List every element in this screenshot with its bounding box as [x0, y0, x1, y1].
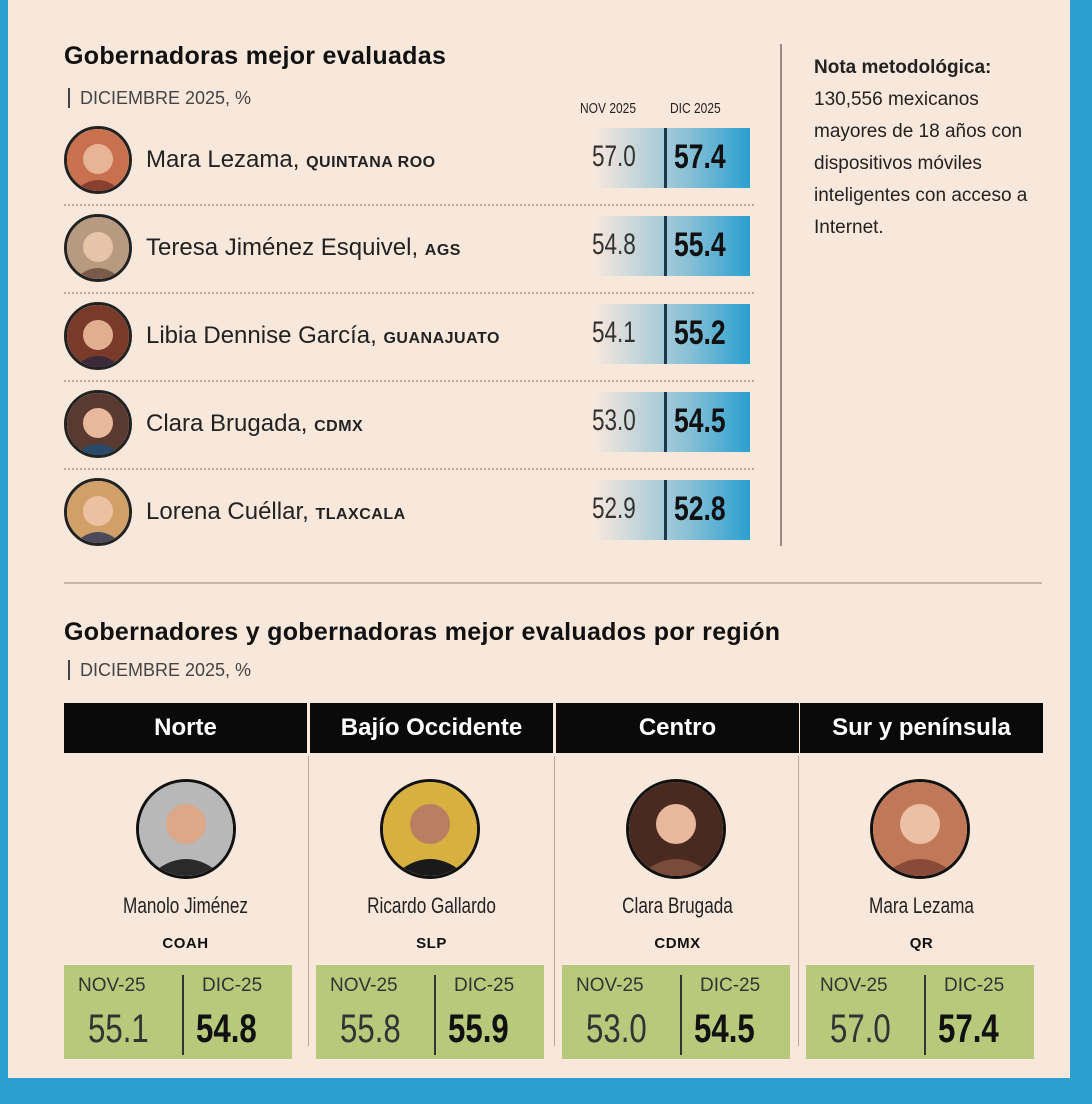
region-header: Sur y península: [800, 703, 1043, 753]
col-head-nov: NOV-25: [78, 975, 146, 996]
region-header: Centro: [556, 703, 799, 753]
infographic: Gobernadoras mejor evaluadas DICIEMBRE 2…: [0, 0, 1080, 1090]
person-name: Ricardo Gallardo: [367, 893, 496, 918]
table-row: Libia Dennise García, GUANAJUATO 54.1 55…: [64, 298, 754, 374]
divider: [780, 44, 782, 546]
nov-value: 53.0: [586, 1007, 647, 1051]
section-subtitle-2: DICIEMBRE 2025, %: [68, 660, 251, 680]
dic-value: 52.8: [674, 490, 726, 528]
table-row: Clara Brugada, CDMX 53.0 54.5: [64, 386, 754, 462]
region-header: Bajío Occidente: [310, 703, 553, 753]
col-head-nov: NOV 2025: [580, 100, 637, 117]
dic-highlight: [594, 480, 750, 540]
dic-value: 57.4: [674, 138, 726, 176]
table-row: Mara Lezama, QUINTANA ROO 57.0 57.4: [64, 122, 754, 198]
state-label: CDMX: [654, 935, 701, 952]
person-name: Libia Dennise García, GUANAJUATO: [146, 322, 500, 349]
col-head-nov: NOV-25: [820, 975, 888, 996]
dic-highlight: [594, 304, 750, 364]
col-head-dic: DIC-25: [202, 975, 263, 996]
person-name: Lorena Cuéllar, TLAXCALA: [146, 498, 406, 525]
region-centro: Centro Clara Brugada CDMX NOV-25 DIC-25 …: [556, 703, 799, 1059]
avatar: [64, 126, 132, 194]
nov-value: 53.0: [592, 404, 636, 437]
dic-highlight: [594, 128, 750, 188]
avatar: [64, 390, 132, 458]
section-title-region: Gobernadores y gobernadoras mejor evalua…: [64, 618, 781, 646]
avatar: [64, 302, 132, 370]
nov-value: 57.0: [592, 140, 636, 173]
person-name: Mara Lezama, QUINTANA ROO: [146, 146, 436, 173]
avatar: [64, 214, 132, 282]
region-header: Norte: [64, 703, 307, 753]
values-box: NOV-25 DIC-25 57.0 57.4: [806, 965, 1034, 1059]
avatar: [870, 779, 970, 879]
table-row: Lorena Cuéllar, TLAXCALA 52.9 52.8: [64, 474, 754, 550]
avatar: [626, 779, 726, 879]
avatar: [380, 779, 480, 879]
section-subtitle-1: DICIEMBRE 2025, %: [68, 88, 251, 108]
person-name: Clara Brugada, CDMX: [146, 410, 364, 437]
dic-value: 55.9: [448, 1007, 509, 1051]
nov-value: 54.1: [592, 316, 636, 349]
section-divider: [64, 582, 1042, 584]
dic-value: 57.4: [938, 1007, 999, 1051]
person-name: Manolo Jiménez: [123, 893, 248, 918]
table-row: Teresa Jiménez Esquivel, AGS 54.8 55.4: [64, 210, 754, 286]
col-head-dic: DIC 2025: [670, 100, 721, 117]
section-title-gobernadoras: Gobernadoras mejor evaluadas: [64, 42, 447, 70]
person-name: Mara Lezama: [869, 893, 974, 918]
values-box: NOV-25 DIC-25 53.0 54.5: [562, 965, 790, 1059]
person-name: Clara Brugada: [622, 893, 733, 918]
nov-value: 57.0: [830, 1007, 891, 1051]
dic-value: 55.4: [674, 226, 726, 264]
region-norte: Norte Manolo Jiménez COAH NOV-25 DIC-25 …: [64, 703, 307, 1059]
col-head-dic: DIC-25: [700, 975, 761, 996]
note-title: Nota metodológica:: [814, 57, 992, 78]
nov-value: 55.8: [340, 1007, 401, 1051]
region-sur-peninsula: Sur y península Mara Lezama QR NOV-25 DI…: [800, 703, 1043, 1059]
region-bajio-occidente: Bajío Occidente Ricardo Gallardo SLP NOV…: [310, 703, 553, 1059]
col-head-nov: NOV-25: [330, 975, 398, 996]
dic-value: 55.2: [674, 314, 726, 352]
dic-value: 54.5: [674, 402, 726, 440]
person-name: Teresa Jiménez Esquivel, AGS: [146, 234, 461, 261]
dic-highlight: [594, 216, 750, 276]
values-box: NOV-25 DIC-25 55.1 54.8: [64, 965, 292, 1059]
state-label: QR: [909, 935, 934, 952]
state-label: COAH: [162, 935, 209, 952]
note-body: 130,556 mexicanos mayores de 18 años con…: [814, 89, 1028, 238]
dic-value: 54.8: [196, 1007, 257, 1051]
col-head-dic: DIC-25: [944, 975, 1005, 996]
dic-value: 54.5: [694, 1007, 755, 1051]
values-box: NOV-25 DIC-25 55.8 55.9: [316, 965, 544, 1059]
avatar: [64, 478, 132, 546]
nov-value: 52.9: [592, 492, 636, 525]
nov-value: 54.8: [592, 228, 636, 261]
avatar: [136, 779, 236, 879]
nov-value: 55.1: [88, 1007, 149, 1051]
methodology-note: Nota metodológica: 130,556 mexicanos may…: [814, 52, 1044, 244]
col-head-nov: NOV-25: [576, 975, 644, 996]
dic-highlight: [594, 392, 750, 452]
state-label: SLP: [416, 935, 447, 952]
col-head-dic: DIC-25: [454, 975, 515, 996]
